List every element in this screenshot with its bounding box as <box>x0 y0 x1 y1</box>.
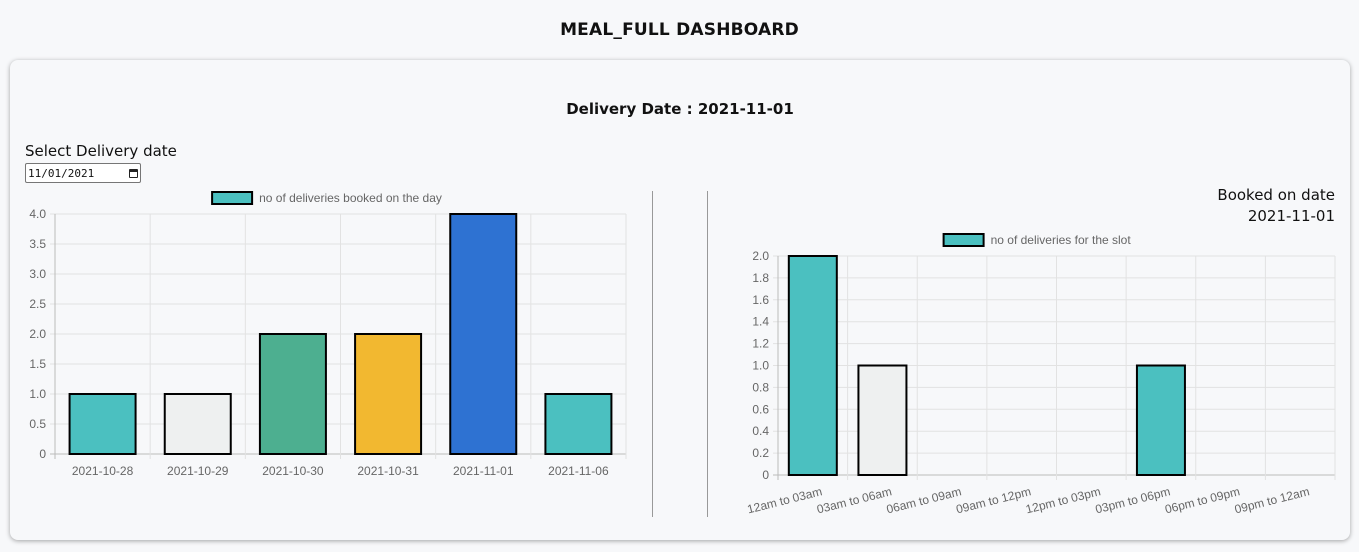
x-tick-label: 2021-10-31 <box>357 464 419 478</box>
y-tick-label: 0.2 <box>752 446 769 460</box>
x-tick-label: 09pm to 12am <box>1233 484 1311 516</box>
page-title: MEAL_FULL DASHBOARD <box>560 20 799 40</box>
x-tick-label: 03am to 06am <box>815 484 893 516</box>
bar <box>258 333 327 455</box>
y-tick-label: 2.5 <box>29 297 46 311</box>
x-tick-label: 2021-10-29 <box>167 464 229 478</box>
x-tick-label: 2021-10-30 <box>262 464 324 478</box>
y-tick-label: 1.0 <box>752 359 769 373</box>
y-tick-label: 0.4 <box>752 424 769 438</box>
y-tick-label: 4.0 <box>29 207 46 221</box>
y-tick-label: 2.0 <box>752 249 769 263</box>
bar <box>449 213 518 455</box>
x-tick-label: 06am to 09am <box>885 484 963 516</box>
legend-label: no of deliveries booked on the day <box>259 191 442 205</box>
daily-deliveries-chart: 0 0.5 1.0 1.5 2.0 2.5 3.0 3.5 4.0 2021-10-28 2021-… <box>29 191 627 478</box>
bar <box>68 393 137 455</box>
chart-divider-left <box>652 191 653 517</box>
y-tick-label: 0 <box>762 468 769 482</box>
x-tick-label: 12pm to 03pm <box>1024 484 1102 516</box>
y-tick-label: 0.8 <box>752 380 769 394</box>
y-tick-label: 2.0 <box>29 327 46 341</box>
bar <box>1135 364 1186 476</box>
bar <box>787 255 838 476</box>
x-tick-label: 2021-10-28 <box>72 464 134 478</box>
y-tick-label: 1.5 <box>29 357 46 371</box>
delivery-date-heading: Delivery Date : 2021-11-01 <box>566 100 794 118</box>
bar <box>354 333 423 455</box>
y-tick-label: 1.8 <box>752 271 769 285</box>
x-tick-label: 09am to 12pm <box>955 484 1033 516</box>
booked-on-label: Booked on date <box>1217 186 1335 204</box>
y-tick-label: 3.0 <box>29 267 46 281</box>
legend-swatch <box>942 233 985 247</box>
x-tick-label: 06pm to 09pm <box>1163 484 1241 516</box>
delivery-date-input[interactable]: 11/01/2021 <box>25 163 141 183</box>
x-tick-label: 03pm to 06pm <box>1094 484 1172 516</box>
x-tick-label: 2021-11-01 <box>453 464 514 478</box>
date-input-value: 11/01/2021 <box>28 166 95 180</box>
legend-swatch <box>211 191 254 205</box>
x-tick-label: 2021-11-06 <box>548 464 609 478</box>
bar <box>163 393 232 455</box>
y-tick-label: 1.4 <box>752 315 769 329</box>
chart-divider-right <box>707 191 708 517</box>
bar <box>857 364 908 476</box>
y-tick-label: 0.5 <box>29 417 46 431</box>
x-tick-label: 12am to 03am <box>746 484 824 516</box>
booked-on-value: 2021-11-01 <box>1247 207 1335 225</box>
select-delivery-date-label: Select Delivery date <box>25 142 177 160</box>
y-tick-label: 0 <box>39 447 46 461</box>
y-tick-label: 1.0 <box>29 387 46 401</box>
y-tick-label: 0.6 <box>752 402 769 416</box>
calendar-icon[interactable] <box>129 168 138 178</box>
y-tick-label: 1.6 <box>752 293 769 307</box>
booked-on-block: Booked on date 2021-11-01 <box>1217 185 1335 227</box>
bar <box>544 393 613 455</box>
y-tick-label: 3.5 <box>29 237 46 251</box>
legend-label: no of deliveries for the slot <box>991 233 1132 247</box>
y-tick-label: 1.2 <box>752 337 769 351</box>
